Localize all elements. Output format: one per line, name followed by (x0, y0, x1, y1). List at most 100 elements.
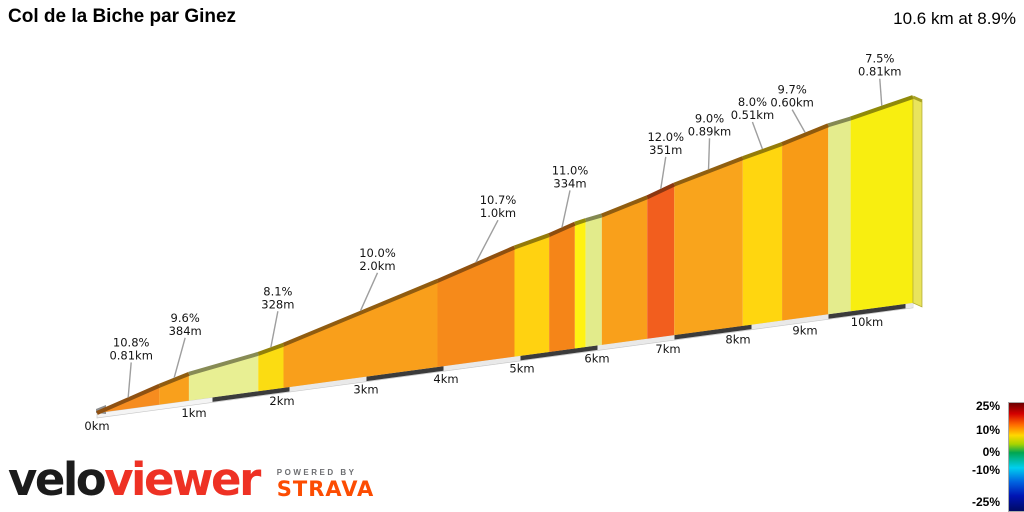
veloviewer-logo: veloviewer POWERED BY STRAVA (8, 456, 374, 504)
road-top-edge (548, 221, 576, 237)
distance-scale-bar (674, 324, 752, 340)
segment-area (782, 125, 829, 321)
strava-attribution: POWERED BY STRAVA (277, 468, 375, 504)
distance-scale-bar (366, 366, 444, 382)
logo-viewer-text: viewer (104, 453, 261, 506)
segment-label-grade: 9.6% (171, 311, 200, 325)
segment-area (674, 158, 743, 336)
segment-label-pointer (270, 311, 279, 348)
road-top-edge (646, 182, 676, 200)
segment-area (514, 235, 550, 357)
veloviewer-wordmark: veloviewer (8, 453, 261, 506)
segment-label-pointer (359, 272, 379, 312)
road-top-edge (96, 383, 161, 415)
segment-label-grade: 7.5% (865, 52, 894, 66)
segment-label-grade: 11.0% (552, 163, 589, 177)
segment-label-pointer (751, 121, 764, 150)
segment-label-pointer (707, 138, 711, 170)
road-top-edge (673, 156, 744, 187)
segment-label-grade: 9.7% (778, 83, 807, 97)
climb-summary: 10.6 km at 8.9% (893, 9, 1016, 28)
segment-label-length: 0.51km (731, 108, 774, 122)
segment-area (828, 118, 851, 315)
road-top-edge (601, 195, 648, 218)
strava-wordmark: STRAVA (276, 477, 375, 501)
segment-area (437, 247, 515, 368)
segment-label-length: 0.89km (688, 124, 731, 138)
axis-km-label: 4km (433, 372, 458, 386)
segment-label-pointer (879, 78, 883, 106)
segment-label-grade: 8.0% (738, 95, 767, 109)
summit-side-face (912, 96, 923, 308)
segment-label-grade: 9.0% (695, 111, 724, 125)
road-top-edge (436, 245, 516, 283)
distance-scale-bar (520, 345, 598, 361)
segment-label-pointer (173, 337, 186, 378)
segment-label-pointer (475, 219, 499, 263)
segment-label-length: 328m (261, 297, 294, 311)
axis-km-label: 6km (584, 352, 609, 366)
road-top-edge (827, 116, 852, 128)
road-top-edge (282, 279, 439, 347)
axis-km-label: 9km (792, 323, 817, 337)
segment-label-length: 334m (553, 176, 586, 190)
segment-label-grade: 10.7% (480, 193, 517, 207)
legend-tick-label: -25% (971, 495, 1000, 509)
segment-area (258, 344, 284, 392)
segment-area (850, 97, 913, 312)
road-top-edge (742, 142, 783, 160)
segment-label-pointer (791, 109, 806, 133)
segment-label-length: 0.60km (770, 96, 813, 110)
segment-area (549, 223, 575, 352)
logo-velo-text: velo (8, 453, 107, 506)
legend-tick-label: 25% (975, 399, 1000, 413)
axis-km-label: 0km (84, 419, 109, 433)
distance-scale-bar (828, 303, 906, 319)
segment-area (585, 215, 602, 348)
segment-label-pointer (127, 362, 132, 398)
road-top-edge (912, 95, 923, 103)
road-top-edge (188, 351, 259, 376)
road-top-edge (849, 95, 914, 121)
segment-label-length: 1.0km (480, 206, 516, 220)
legend-tick-label: 0% (982, 445, 1000, 459)
road-top-edge (585, 213, 603, 223)
axis-km-label: 1km (181, 406, 206, 420)
segment-label-grade: 10.8% (113, 335, 150, 349)
segment-label-grade: 12.0% (647, 130, 684, 144)
distance-scale-bar (289, 376, 367, 392)
segment-label-length: 2.0km (359, 259, 395, 273)
segment-label-length: 0.81km (858, 65, 901, 79)
segment-label-grade: 8.1% (263, 284, 292, 298)
page-title: Col de la Biche par Ginez (8, 6, 237, 27)
axis-km-label: 3km (353, 383, 378, 397)
powered-by-label: POWERED BY (276, 468, 357, 477)
road-top-edge (574, 218, 587, 226)
legend-tick-label: -10% (971, 463, 1000, 477)
segment-area (647, 184, 675, 339)
segment-label-length: 351m (649, 143, 682, 157)
segment-area (188, 353, 259, 401)
segment-area (742, 144, 783, 326)
segment-area (283, 280, 438, 388)
distance-scale-bar (751, 314, 829, 330)
road-top-edge (257, 342, 285, 356)
segment-label-grade: 10.0% (359, 246, 396, 260)
distance-scale-bar (212, 387, 290, 402)
axis-km-label: 2km (269, 394, 294, 408)
segment-label-pointer (660, 156, 667, 190)
axis-km-label: 5km (509, 362, 534, 376)
road-top-edge (513, 233, 550, 250)
distance-scale-bar (597, 335, 675, 350)
segment-area (574, 220, 586, 349)
axis-km-label: 8km (725, 332, 750, 346)
distance-scale-bar (443, 355, 521, 371)
road-top-edge (158, 371, 190, 388)
distance-scale-bar (905, 302, 913, 309)
axis-km-label: 10km (851, 315, 884, 329)
road-top-edge (781, 123, 830, 146)
segment-label-length: 384m (169, 324, 202, 338)
gradient-legend: 25% 10% 0% -10% -25% (950, 396, 1024, 512)
